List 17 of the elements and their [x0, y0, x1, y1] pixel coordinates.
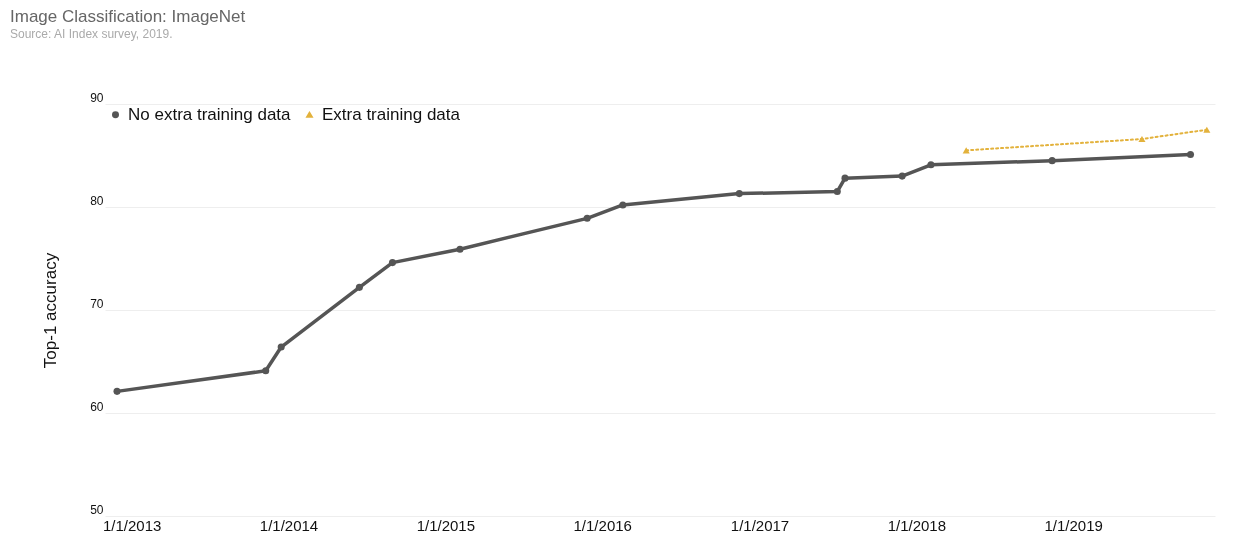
y-tick-label: 80: [90, 193, 104, 208]
y-axis-title: Top-1 accuracy: [41, 252, 61, 369]
x-tick-label: 1/1/2017: [730, 516, 790, 534]
x-tick-label: 1/1/2016: [573, 516, 632, 534]
y-tick-label: 70: [90, 296, 104, 311]
legend-label: No extra training data: [128, 104, 292, 124]
chart-title: Image Classification: ImageNet: [10, 7, 246, 26]
x-tick-label: 1/1/2015: [416, 516, 476, 534]
y-tick-label: 90: [90, 90, 104, 105]
x-tick-label: 1/1/2019: [1044, 516, 1103, 534]
source-note: Source: AI Index survey, 2019.: [10, 27, 173, 41]
legend-label: Extra training data: [322, 104, 461, 124]
y-tick-label: 60: [90, 399, 104, 414]
y-tick-label: 50: [90, 502, 104, 517]
x-tick-label: 1/1/2014: [259, 516, 319, 534]
x-tick-label: 1/1/2013: [102, 516, 162, 534]
x-tick-label: 1/1/2018: [887, 516, 947, 534]
